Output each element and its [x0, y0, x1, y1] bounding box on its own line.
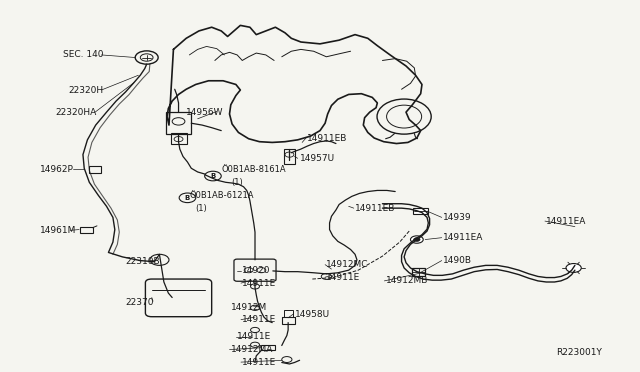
- Text: 14911E: 14911E: [243, 357, 276, 367]
- Text: 22370: 22370: [125, 298, 154, 307]
- Circle shape: [566, 263, 581, 272]
- Text: Ö0B1AB-8161A: Ö0B1AB-8161A: [221, 165, 286, 174]
- Bar: [80, 227, 93, 232]
- Text: B: B: [185, 195, 190, 201]
- Bar: [261, 345, 275, 350]
- Bar: [413, 208, 428, 214]
- Bar: [284, 310, 292, 317]
- Bar: [282, 317, 294, 324]
- Text: 14939: 14939: [443, 213, 472, 222]
- Text: 14912MC: 14912MC: [326, 260, 369, 269]
- Text: 14911E: 14911E: [326, 273, 360, 282]
- Text: 14920: 14920: [243, 266, 271, 275]
- Text: SEC. 140: SEC. 140: [63, 51, 103, 60]
- Text: 22320H: 22320H: [68, 86, 103, 94]
- Text: 14911E: 14911E: [243, 279, 276, 288]
- Text: 22320HA: 22320HA: [56, 108, 97, 117]
- Text: 14911E: 14911E: [237, 332, 271, 341]
- Text: 14961M: 14961M: [40, 226, 76, 235]
- Bar: [166, 112, 191, 134]
- Text: 22310B: 22310B: [125, 257, 160, 266]
- Text: 14957U: 14957U: [300, 154, 335, 163]
- Bar: [171, 133, 187, 144]
- Text: 14956W: 14956W: [186, 108, 224, 117]
- Text: 14911EA: 14911EA: [546, 217, 587, 225]
- Bar: [90, 166, 100, 173]
- Text: 1490B: 1490B: [443, 256, 472, 265]
- Text: 14962P: 14962P: [40, 165, 74, 174]
- Text: 14912MB: 14912MB: [386, 276, 428, 285]
- Text: 14911EB: 14911EB: [307, 134, 348, 142]
- Text: 14958U: 14958U: [294, 310, 330, 319]
- Circle shape: [410, 236, 423, 243]
- Bar: [412, 268, 425, 276]
- Text: 14911EA: 14911EA: [443, 233, 483, 242]
- Text: 14912MA: 14912MA: [231, 345, 273, 354]
- Circle shape: [413, 238, 420, 241]
- Text: Ö0B1AB-6121A: Ö0B1AB-6121A: [189, 191, 254, 200]
- Text: 14911E: 14911E: [243, 315, 276, 324]
- Text: (1): (1): [196, 203, 207, 213]
- Text: 14912M: 14912M: [231, 302, 267, 312]
- Text: (1): (1): [231, 178, 243, 187]
- Text: R223001Y: R223001Y: [556, 349, 602, 357]
- Text: 14911EB: 14911EB: [355, 203, 396, 213]
- Bar: [284, 149, 294, 164]
- Text: B: B: [211, 173, 216, 179]
